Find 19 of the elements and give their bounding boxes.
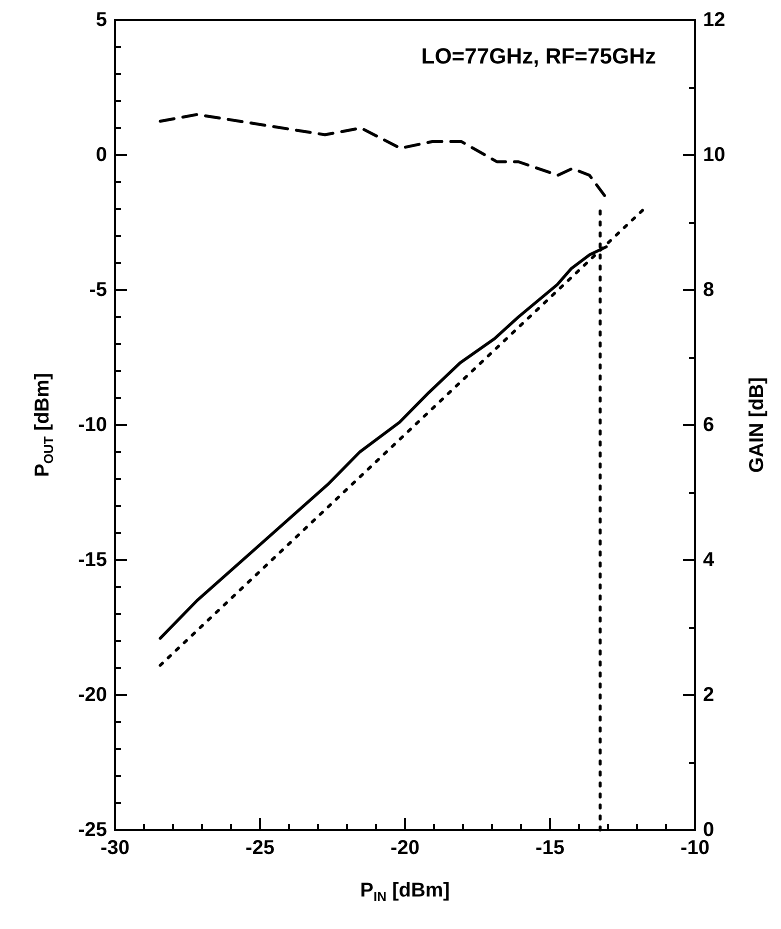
annotation: LO=77GHz, RF=75GHz	[421, 44, 656, 68]
y2-tick-label: 4	[703, 549, 715, 571]
y2-tick-label: 2	[703, 684, 714, 706]
y2-tick-label: 6	[703, 414, 714, 436]
y2-tick-label: 10	[703, 144, 726, 166]
y-tick-label: -15	[78, 549, 107, 571]
y2-tick-label: 8	[703, 279, 714, 301]
x-tick-label: -25	[246, 837, 274, 859]
line-series	[158, 113, 606, 197]
x-tick-label: -20	[390, 837, 420, 859]
y2-axis-title: GAIN [dB]	[746, 377, 768, 473]
y-tick-label: 5	[96, 9, 107, 31]
y-tick-label: -10	[78, 414, 107, 436]
y-tick-label: 0	[96, 144, 107, 166]
x-tick-label: -15	[536, 837, 564, 859]
y-tick-label: -5	[89, 279, 107, 301]
y2-tick-label: 12	[703, 9, 726, 31]
y-tick-label: -20	[78, 684, 107, 706]
y-axis-title: POUT [dBm]	[32, 372, 56, 478]
